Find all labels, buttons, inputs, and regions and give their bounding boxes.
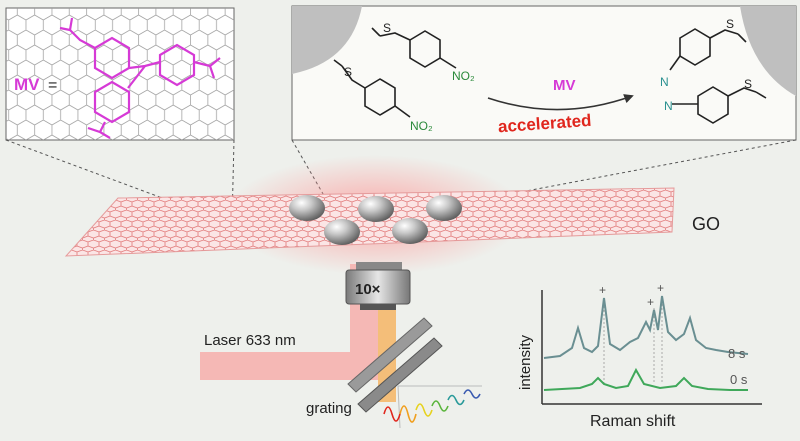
- peak-marker: +: [647, 295, 654, 309]
- reactant-bottom: [333, 59, 411, 118]
- nanoparticle: [392, 218, 428, 244]
- azo-n2: N: [664, 99, 673, 113]
- nanoparticles: [289, 195, 462, 245]
- trace-bottom-label: 0 s: [730, 372, 748, 387]
- trace-8s: [543, 295, 749, 359]
- objective-label: 10×: [355, 281, 381, 298]
- dispersed-spectrum: [383, 385, 482, 429]
- beam-splitter: [347, 317, 443, 413]
- grating-label: grating: [306, 400, 352, 417]
- trace-0s: [543, 367, 748, 391]
- reactant-bottom-s: S: [344, 65, 352, 79]
- reactant-top: [371, 27, 457, 69]
- product-s-top: S: [726, 17, 734, 31]
- laser-label: Laser 633 nm: [204, 332, 296, 349]
- nanoparticle: [426, 195, 462, 221]
- inset-mv-structure: MV =: [5, 7, 235, 141]
- go-label: GO: [692, 214, 720, 234]
- laser-beam-horizontal: [200, 352, 378, 380]
- reactant-top-no2: NO₂: [452, 69, 475, 83]
- inset-reaction: S NO₂ S NO₂ MV accelerated N N S S: [291, 5, 797, 141]
- mv-equals: =: [48, 77, 57, 94]
- raman-spectrum: intensity Raman shift + + + 8 s 0 s: [517, 281, 762, 430]
- catalyst-label: MV: [553, 77, 576, 94]
- peak-marker: +: [599, 283, 606, 297]
- reactant-bottom-no2: NO₂: [410, 119, 433, 133]
- y-axis-label: intensity: [517, 334, 534, 390]
- nanoparticle: [289, 195, 325, 221]
- azo-n1: N: [660, 75, 669, 89]
- product-s-bottom: S: [744, 77, 752, 91]
- objective-lens: [345, 262, 411, 310]
- reaction-arrow: [487, 94, 634, 111]
- x-axis-label: Raman shift: [590, 413, 676, 430]
- reactant-top-s: S: [383, 21, 391, 35]
- trace-top-label: 8 s: [728, 346, 746, 361]
- product-azo: [669, 28, 767, 124]
- nanoparticle-corner-left: [292, 6, 362, 74]
- raman-beam: [378, 286, 396, 402]
- nanoparticle: [358, 196, 394, 222]
- mv-molecule: [59, 17, 221, 139]
- nanoparticle-corner-right: [740, 6, 796, 96]
- mv-label: MV: [14, 75, 40, 94]
- nanoparticle: [324, 219, 360, 245]
- peak-marker: +: [657, 281, 664, 295]
- peak-guides: [603, 296, 663, 384]
